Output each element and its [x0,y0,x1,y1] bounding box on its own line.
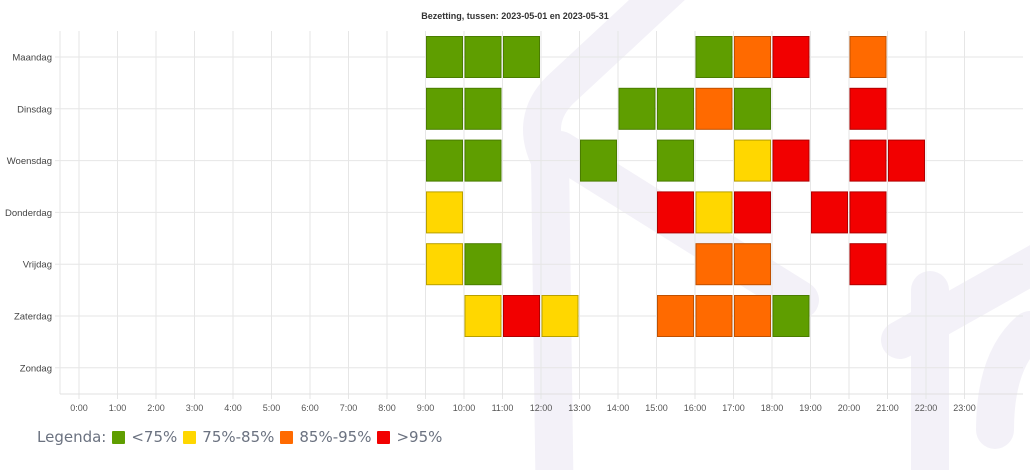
heatmap-cell-high[interactable] [734,243,771,286]
y-tick-label: Dinsdag [17,104,52,115]
heatmap-cell-high[interactable] [734,295,771,337]
x-tick-label: 17:00 [722,403,745,413]
x-tick-label: 13:00 [568,403,591,413]
y-tick-label: Maandag [12,53,52,64]
x-axis-labels: 0:00 1:00 2:00 3:00 4:00 5:00 6:00 7:00 8:00 9:00… [70,403,976,413]
occupancy-heatmap: Bezetting, tussen: 2023-05-01 en 2023-05… [5,11,1023,413]
legend-item-mid: 75%-85% [183,428,274,446]
x-tick-label: 5:00 [263,403,281,413]
legend-swatch-red [377,430,391,444]
x-tick-label: 18:00 [761,403,784,413]
heatmap-cell-full[interactable] [811,191,848,234]
x-tick-label: 15:00 [645,403,668,413]
legend-item-low: <75% [112,428,177,446]
heatmap-cell-full[interactable] [734,191,771,234]
heatmap-cell-full[interactable] [772,36,810,78]
heatmap-cell-full[interactable] [849,243,887,286]
heatmap-cell-low[interactable] [657,87,694,130]
x-tick-label: 12:00 [530,403,553,413]
legend: Legenda: <75% 75%-85% 85%-95% >95% [37,428,442,446]
heatmap-cell-mid[interactable] [464,295,502,337]
x-tick-label: 1:00 [109,403,127,413]
x-tick-label: 10:00 [453,403,476,413]
x-tick-label: 22:00 [915,403,938,413]
heatmap-cell-low[interactable] [464,36,502,78]
heatmap-cell-low[interactable] [464,243,502,286]
heatmap-cell-high[interactable] [849,36,887,78]
heatmap-cell-mid[interactable] [695,191,733,234]
chart-title: Bezetting, tussen: 2023-05-01 en 2023-05… [421,11,609,21]
legend-swatch-yellow [183,430,197,444]
heatmap-cell-low[interactable] [657,139,694,182]
heatmap-cell-low[interactable] [464,87,502,130]
heatmap-cell-low[interactable] [695,36,733,78]
x-tick-label: 4:00 [224,403,242,413]
x-tick-label: 14:00 [607,403,630,413]
heatmap-cell-high[interactable] [734,36,771,78]
heatmap-cells [426,36,925,337]
x-tick-label: 19:00 [799,403,822,413]
heatmap-cell-low[interactable] [580,139,617,182]
heatmap-cell-mid[interactable] [426,191,463,234]
heatmap-cell-full[interactable] [888,139,925,182]
heatmap-cell-full[interactable] [657,191,694,234]
x-tick-label: 20:00 [838,403,861,413]
x-tick-label: 21:00 [876,403,899,413]
x-tick-label: 2:00 [147,403,165,413]
heatmap-cell-full[interactable] [772,139,810,182]
heatmap-cell-low[interactable] [426,139,463,182]
heatmap-cell-low[interactable] [426,87,463,130]
y-tick-label: Zondag [20,363,52,374]
x-tick-label: 11:00 [492,403,514,413]
heatmap-cell-low[interactable] [464,139,502,182]
heatmap-cell-full[interactable] [849,87,887,130]
y-tick-label: Donderdag [5,208,52,219]
x-tick-label: 3:00 [186,403,204,413]
y-tick-label: Woensdag [7,156,52,167]
y-axis-labels: Maandag Dinsdag Woensdag Donderdag Vrijdag Za… [5,53,52,375]
heatmap-cell-mid[interactable] [541,295,579,337]
y-tick-label: Zaterdag [14,312,52,323]
heatmap-cell-low[interactable] [734,87,771,130]
heatmap-cell-full[interactable] [849,139,887,182]
heatmap-cell-low[interactable] [772,295,810,337]
legend-label: >95% [396,428,443,446]
legend-item-high: 85%-95% [280,428,371,446]
legend-label: 75%-85% [202,428,275,446]
x-tick-label: 6:00 [301,403,319,413]
legend-swatch-green [112,430,126,444]
x-tick-label: 23:00 [953,403,976,413]
heatmap-cell-low[interactable] [618,87,656,130]
legend-title: Legenda: [37,428,107,446]
y-tick-label: Vrijdag [23,260,52,271]
x-tick-label: 7:00 [340,403,358,413]
x-tick-label: 8:00 [378,403,396,413]
x-tick-label: 16:00 [684,403,707,413]
heatmap-cell-full[interactable] [849,191,887,234]
legend-label: <75% [131,428,178,446]
heatmap-cell-mid[interactable] [426,243,463,286]
legend-swatch-orange [280,430,294,444]
heatmap-cell-high[interactable] [657,295,694,337]
heatmap-cell-high[interactable] [695,87,733,130]
legend-item-full: >95% [377,428,442,446]
heatmap-cell-high[interactable] [695,295,733,337]
heatmap-cell-high[interactable] [695,243,733,286]
heatmap-cell-low[interactable] [503,36,540,78]
heatmap-cell-full[interactable] [503,295,540,337]
heatmap-cell-low[interactable] [426,36,463,78]
heatmap-cell-mid[interactable] [734,139,771,182]
legend-label: 85%-95% [299,428,372,446]
x-tick-label: 0:00 [70,403,88,413]
x-tick-label: 9:00 [417,403,435,413]
